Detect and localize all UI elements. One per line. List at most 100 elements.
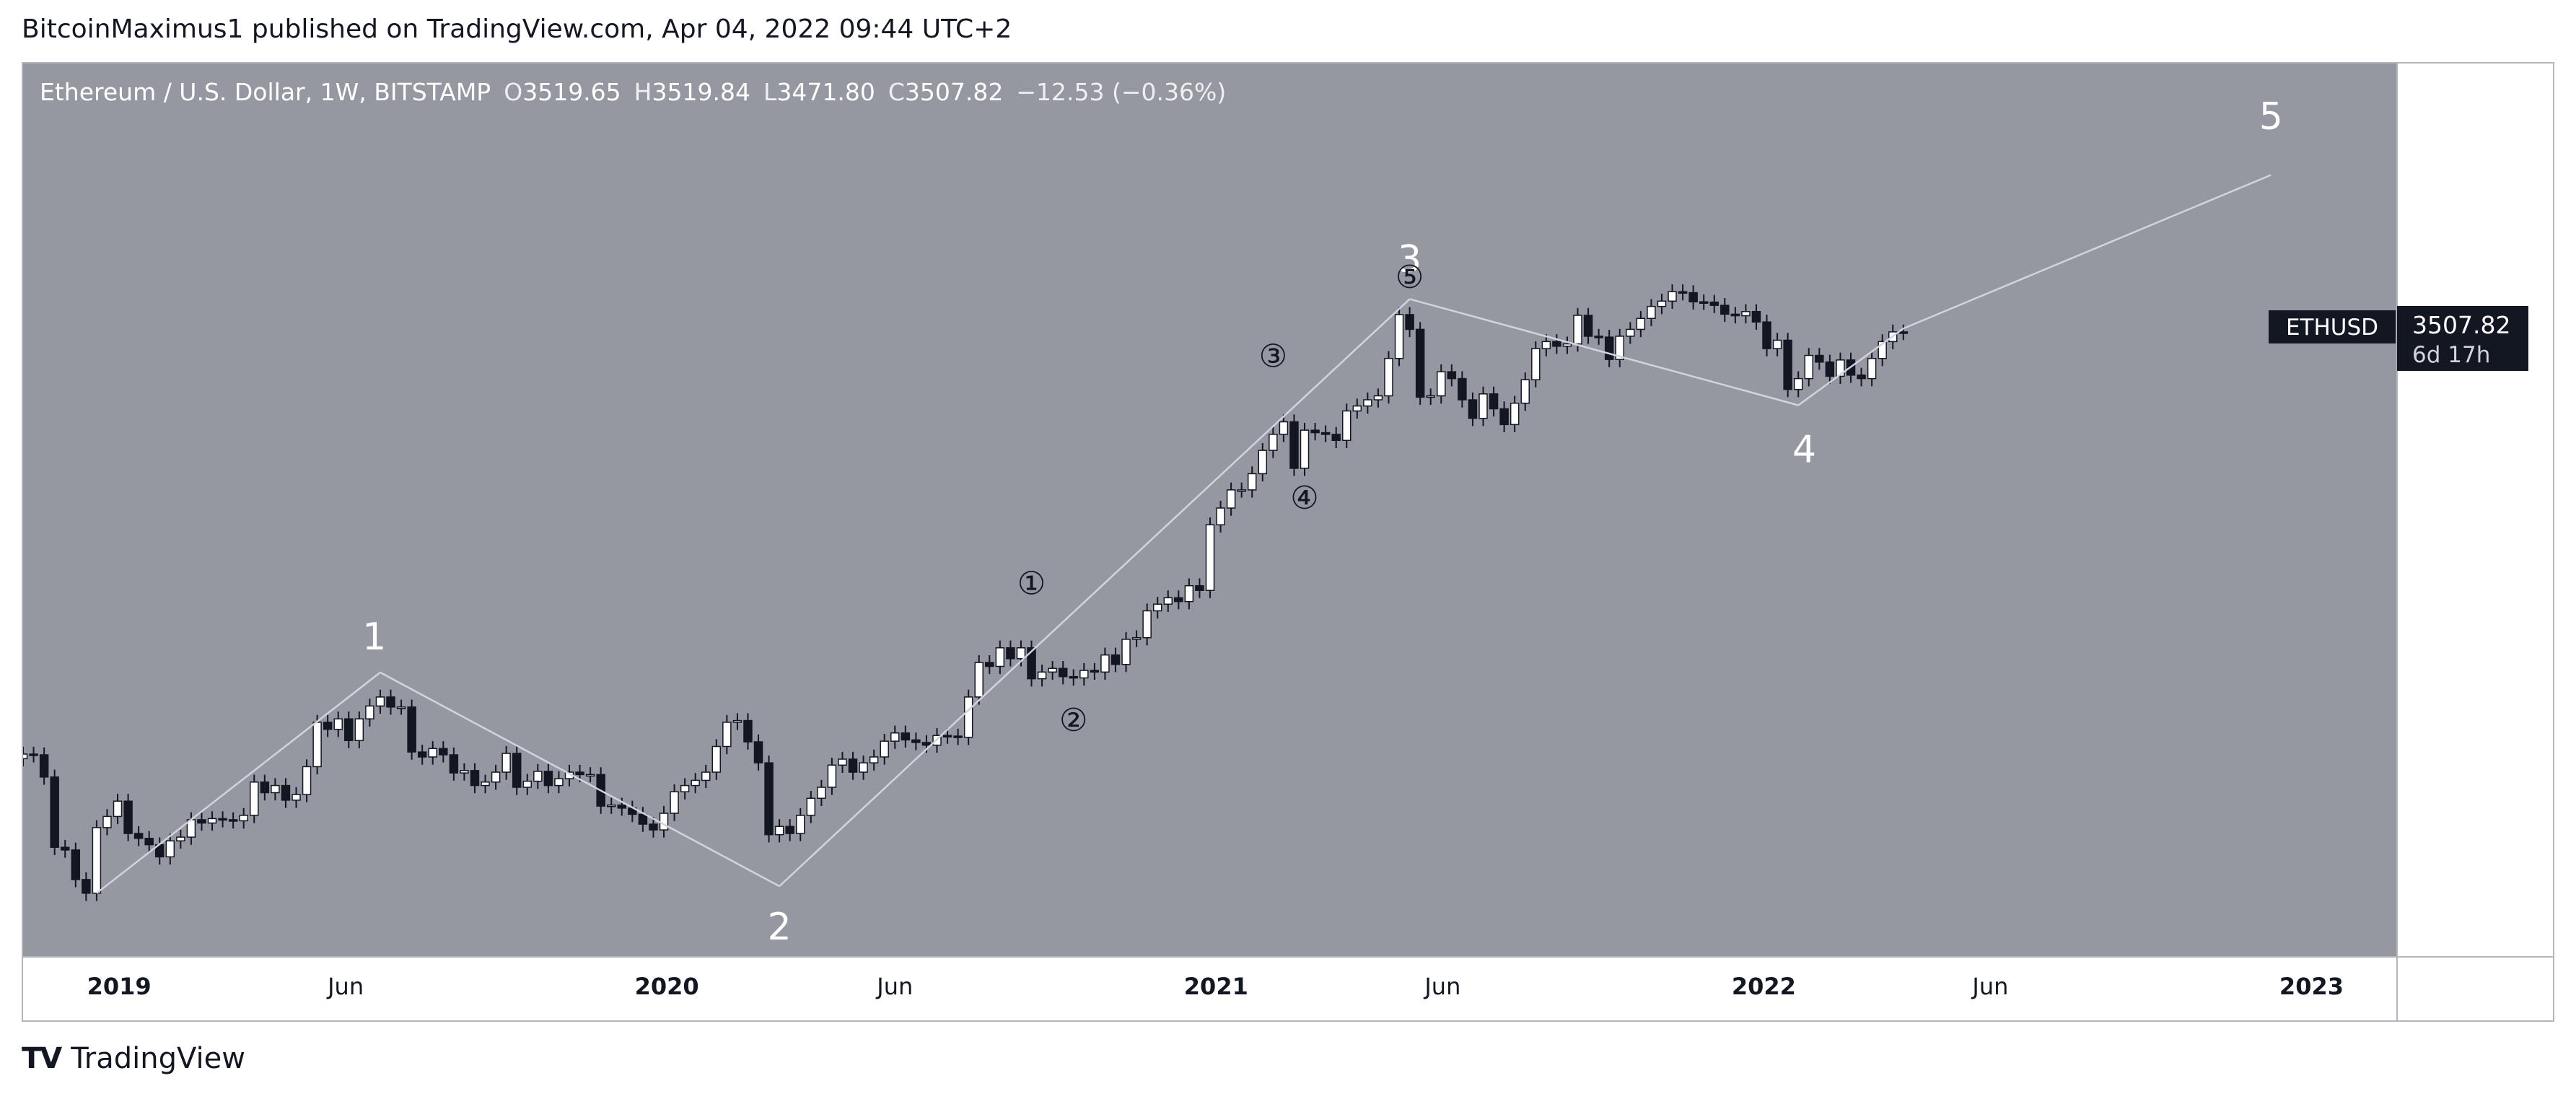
candle bbox=[228, 812, 238, 829]
candle-body bbox=[869, 756, 879, 763]
candle-body bbox=[460, 770, 469, 774]
candle-body bbox=[1279, 421, 1289, 435]
time-axis[interactable]: 2019 Jun 2020 Jun 2021 Jun 2022 Jun 2023 bbox=[87, 973, 2344, 1000]
sub-wave-label: ① bbox=[1017, 566, 1046, 603]
candle-body bbox=[481, 781, 490, 787]
candle bbox=[271, 778, 280, 801]
tradingview-logo-icon: 𝗧𝗩 bbox=[22, 1042, 62, 1075]
legend-close-value: 3507.82 bbox=[904, 78, 1004, 106]
currency-badge[interactable]: USD bbox=[2445, 80, 2510, 115]
candle bbox=[785, 819, 794, 841]
candle-body bbox=[680, 784, 690, 792]
candle-body bbox=[1079, 670, 1089, 679]
candle bbox=[60, 840, 70, 858]
candle bbox=[1205, 517, 1215, 598]
candle bbox=[1247, 466, 1257, 498]
candle-body bbox=[60, 846, 70, 851]
candle bbox=[606, 797, 616, 814]
candle-body bbox=[417, 751, 427, 758]
candle bbox=[207, 811, 217, 831]
candle bbox=[1720, 297, 1730, 323]
candle bbox=[1341, 403, 1351, 448]
candle-body bbox=[817, 787, 826, 799]
candle-body bbox=[974, 662, 983, 698]
candle bbox=[1363, 392, 1372, 414]
candle-body bbox=[774, 826, 784, 836]
candle-body bbox=[1048, 667, 1057, 673]
badge-countdown: 6d 17h bbox=[2412, 342, 2490, 368]
candle-body bbox=[1415, 328, 1425, 398]
candle-body bbox=[1541, 341, 1551, 349]
candle bbox=[512, 745, 522, 795]
candle bbox=[449, 747, 459, 781]
candle bbox=[585, 767, 595, 783]
badge-symbol: ETHUSD bbox=[2286, 315, 2378, 341]
candle-body bbox=[1520, 379, 1530, 404]
candle-body bbox=[512, 753, 522, 788]
candle bbox=[354, 711, 364, 748]
candle bbox=[1352, 398, 1362, 419]
last-price-badge: ETHUSD 3507.82 6d 17h bbox=[2269, 306, 2528, 371]
candle-body bbox=[1751, 311, 1761, 323]
wave-labels-layer: 1 2 3 4 5 ① ② ③ ④ ⑤ bbox=[362, 95, 2283, 949]
candle bbox=[1594, 328, 1603, 345]
candle bbox=[774, 819, 784, 843]
candle-body bbox=[838, 758, 847, 766]
candle bbox=[1804, 348, 1814, 387]
candle-body bbox=[533, 771, 543, 782]
candle bbox=[974, 654, 983, 705]
candle-body bbox=[354, 718, 364, 742]
candle-body bbox=[1269, 434, 1278, 451]
candle-body bbox=[1289, 421, 1299, 469]
wave-lines-layer bbox=[96, 174, 2271, 894]
candle bbox=[1100, 647, 1110, 680]
candle bbox=[102, 809, 112, 836]
price-axis[interactable]: 20000.0012000.007000.004000.002400.00140… bbox=[2417, 64, 2528, 934]
candle bbox=[1037, 665, 1047, 687]
candle bbox=[1027, 640, 1036, 687]
candle bbox=[1615, 328, 1624, 367]
candle-body bbox=[144, 838, 154, 846]
candle-body bbox=[250, 781, 259, 816]
candle bbox=[1825, 354, 1835, 385]
candle-body bbox=[1037, 671, 1047, 680]
candle bbox=[963, 689, 973, 745]
tradingview-footer[interactable]: 𝗧𝗩 TradingView bbox=[22, 1042, 245, 1075]
candle-body bbox=[1573, 315, 1582, 345]
candle bbox=[1320, 425, 1331, 442]
candle-body bbox=[1016, 647, 1026, 660]
candle bbox=[344, 711, 354, 748]
candle bbox=[806, 791, 816, 823]
candle bbox=[1657, 294, 1667, 315]
candle-body bbox=[722, 722, 732, 748]
candle bbox=[1772, 333, 1782, 356]
candle-body bbox=[1142, 610, 1152, 639]
candle-body bbox=[165, 840, 175, 858]
candle bbox=[670, 784, 679, 821]
wave-segment bbox=[1903, 174, 2271, 330]
candle bbox=[1058, 661, 1068, 685]
candle bbox=[1762, 315, 1771, 356]
candle bbox=[428, 741, 437, 765]
candle bbox=[1163, 590, 1173, 612]
candle-body bbox=[1394, 314, 1404, 359]
candle bbox=[1793, 371, 1803, 398]
candle bbox=[1531, 341, 1541, 388]
candle bbox=[1405, 307, 1414, 338]
candle-body bbox=[333, 718, 343, 730]
candle bbox=[1121, 631, 1131, 673]
price-tick-label: 180.00 bbox=[2417, 765, 2498, 792]
candle bbox=[732, 713, 742, 730]
plot-area[interactable] bbox=[23, 64, 2397, 957]
candle bbox=[460, 763, 469, 781]
candle bbox=[743, 713, 753, 750]
candle-body bbox=[113, 800, 123, 818]
candle-body bbox=[1437, 371, 1446, 397]
candle bbox=[1458, 371, 1467, 408]
candle-body bbox=[617, 804, 627, 809]
price-tick-label: 800.00 bbox=[2417, 540, 2498, 568]
candle bbox=[1289, 414, 1299, 476]
candle-body bbox=[522, 780, 533, 788]
